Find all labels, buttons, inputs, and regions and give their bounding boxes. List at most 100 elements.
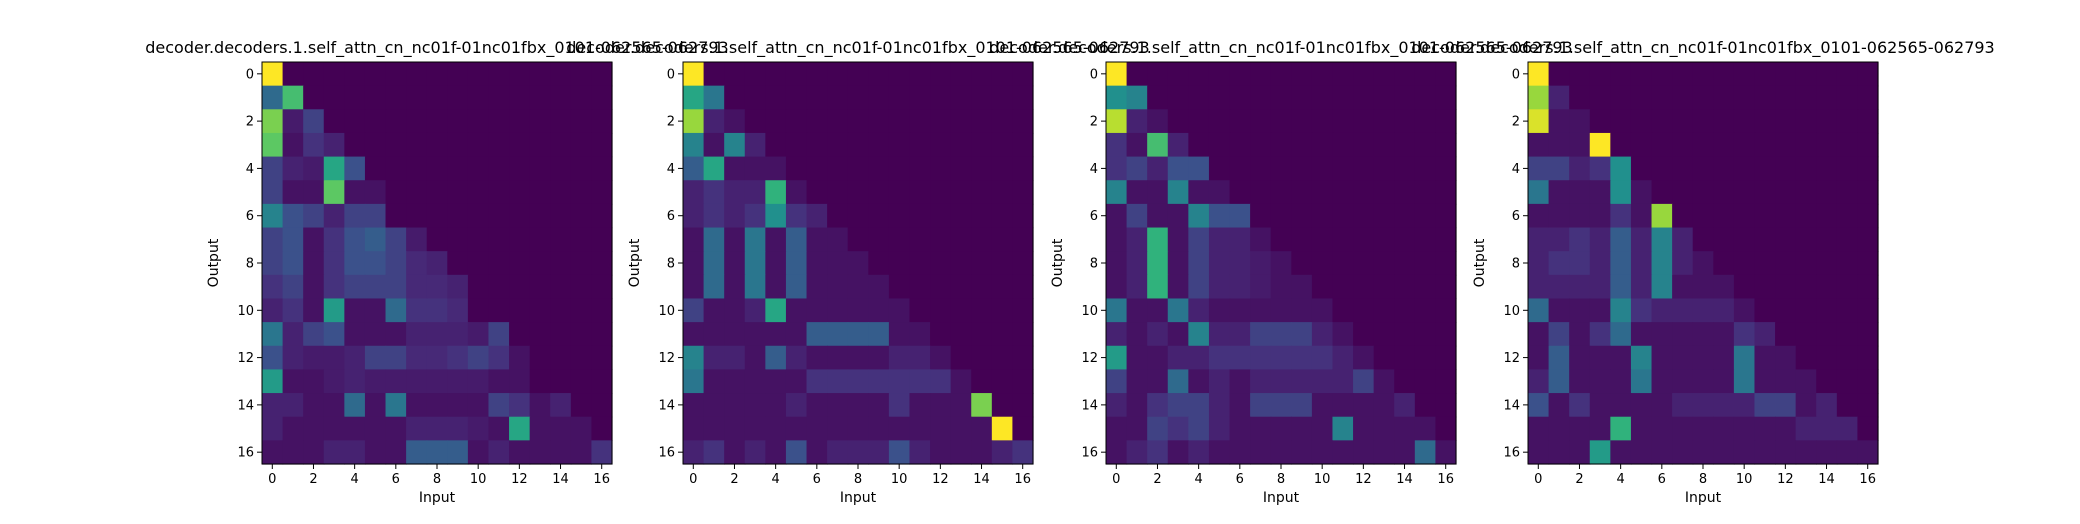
heatmap-cell (1733, 109, 1756, 134)
heatmap-cell (1857, 227, 1879, 252)
heatmap-cell (991, 416, 1014, 441)
heatmap-cell (724, 62, 746, 87)
y-tick-label: 12 (658, 351, 675, 366)
heatmap-cell (509, 109, 531, 134)
heatmap-cell (426, 132, 448, 158)
heatmap-cell (806, 227, 828, 252)
heatmap-cell (1610, 274, 1632, 300)
heatmap-cell (282, 203, 304, 229)
heatmap-cell (1795, 62, 1817, 87)
heatmap-cell (467, 62, 490, 87)
heatmap-cell (1754, 251, 1776, 276)
heatmap-cell (1250, 416, 1272, 441)
heatmap-cell (1373, 180, 1395, 205)
heatmap-cell (1569, 274, 1591, 300)
heatmap-cell (971, 62, 993, 87)
heatmap-cell (971, 416, 993, 441)
heatmap-cell (1651, 203, 1673, 229)
heatmap-cell (888, 62, 911, 87)
heatmap-cell (991, 345, 1014, 371)
heatmap-cell (282, 345, 304, 371)
heatmap-cell (385, 227, 407, 252)
heatmap-cell (529, 369, 551, 394)
heatmap-cell (1651, 132, 1673, 158)
heatmap-cell (1414, 251, 1437, 276)
heatmap-cell (1651, 227, 1673, 252)
heatmap-cell (683, 274, 705, 300)
heatmap-cell (406, 274, 428, 300)
heatmap-cell (1126, 251, 1148, 276)
heatmap-cell (1167, 369, 1189, 394)
chart-title: decoder.decoders.1.self_attn_cn_nc01f-01… (145, 38, 728, 58)
heatmap-cell (426, 440, 448, 465)
heatmap-cell (1548, 62, 1570, 87)
heatmap-cell (1836, 62, 1859, 87)
heatmap-cell (1311, 322, 1334, 347)
heatmap-cell (570, 322, 593, 347)
heatmap-cell (991, 180, 1014, 205)
heatmap-cell (1630, 416, 1653, 441)
heatmap-cell (909, 156, 931, 181)
heatmap-cell (1106, 274, 1128, 300)
heatmap-cell (1126, 298, 1148, 323)
heatmap-cell (724, 322, 746, 347)
heatmap-cell (364, 369, 387, 394)
heatmap-cell (1270, 156, 1292, 181)
heatmap-cell (1147, 203, 1169, 229)
heatmap-cell (509, 156, 531, 181)
heatmap-cell (1816, 274, 1838, 300)
heatmap-cell (1250, 227, 1272, 252)
heatmap-cell (909, 203, 931, 229)
heatmap-cell (467, 322, 490, 347)
heatmap-cell (1394, 251, 1416, 276)
heatmap-cell (1692, 227, 1714, 252)
heatmap-cell (1250, 251, 1272, 276)
heatmap-cell (1692, 132, 1714, 158)
heatmap-cell (385, 203, 407, 229)
heatmap-cell (1651, 440, 1673, 465)
heatmap-cell (909, 132, 931, 158)
heatmap-cell (1672, 393, 1694, 418)
heatmap-cell (950, 369, 972, 394)
heatmap-cell (1353, 393, 1375, 418)
heatmap-cell (1012, 274, 1034, 300)
heatmap-cell (930, 109, 952, 134)
x-tick-label: 8 (1277, 472, 1285, 487)
heatmap-cell (1630, 85, 1653, 110)
heatmap-cell (703, 322, 725, 347)
heatmap-cell (1188, 85, 1210, 110)
heatmap-cell (1733, 251, 1756, 276)
heatmap-cell (385, 298, 407, 323)
heatmap-cell (1147, 180, 1169, 205)
heatmap-cell (806, 416, 828, 441)
heatmap-cell (1188, 203, 1210, 229)
heatmap-cell (1569, 85, 1591, 110)
heatmap-cell (1291, 393, 1313, 418)
heatmap-cell (1126, 440, 1148, 465)
heatmap-cell (447, 85, 469, 110)
y-tick-label: 6 (667, 209, 675, 224)
heatmap-cell (1754, 416, 1776, 441)
heatmap-cell (385, 251, 407, 276)
heatmap-cell (1311, 180, 1334, 205)
heatmap-cell (1250, 180, 1272, 205)
y-tick-label: 10 (1081, 304, 1098, 319)
heatmap-cell (827, 62, 849, 87)
heatmap-cell (1147, 156, 1169, 181)
y-tick-label: 12 (1081, 351, 1098, 366)
heatmap-cell (344, 85, 366, 110)
heatmap-cell (1188, 369, 1210, 394)
heatmap-cell (1147, 416, 1169, 441)
heatmap-cell (1651, 62, 1673, 87)
heatmap-cell (1775, 180, 1797, 205)
heatmap-cell (529, 345, 551, 371)
heatmap-cell (488, 345, 510, 371)
heatmap-cell (1610, 227, 1632, 252)
x-tick-label: 16 (593, 472, 610, 487)
heatmap-cell (971, 109, 993, 134)
heatmap-cell (950, 322, 972, 347)
heatmap-cell (1270, 369, 1292, 394)
heatmap-cell (1795, 251, 1817, 276)
heatmap-cell (847, 393, 869, 418)
heatmap-cell (1167, 298, 1189, 323)
